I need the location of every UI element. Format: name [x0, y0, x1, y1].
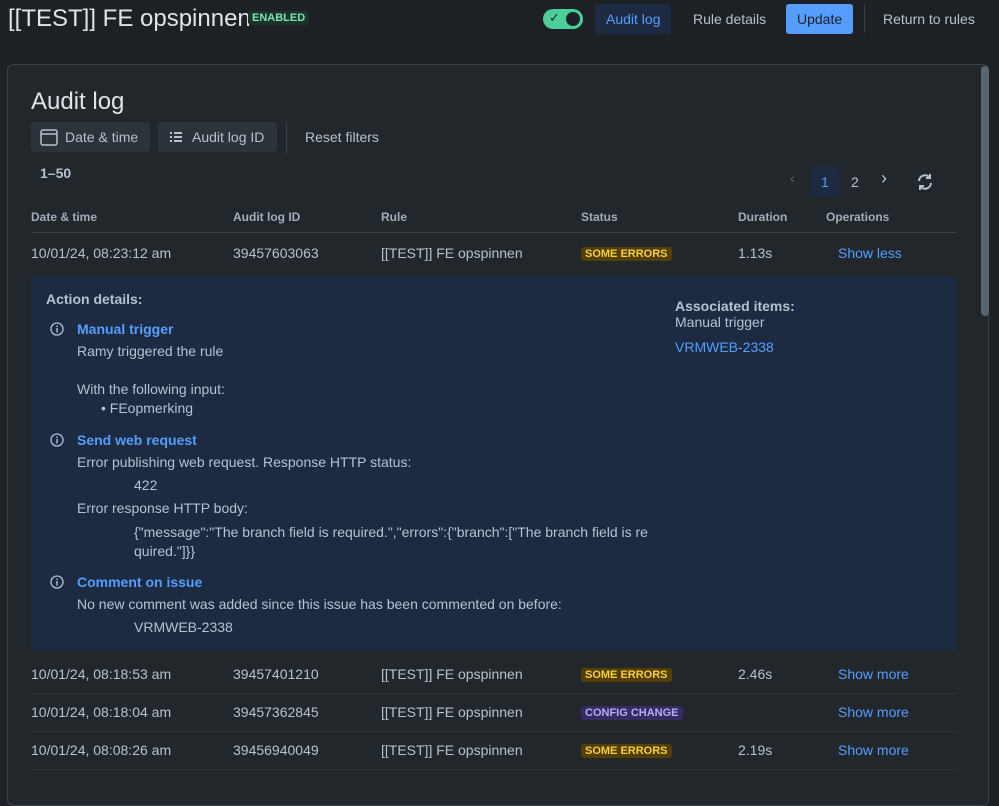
cell-id: 39457603063: [233, 245, 319, 261]
http-body: {"message":"The branch field is required…: [134, 524, 648, 559]
filter-button[interactable]: Date & time: [31, 122, 150, 152]
action-title[interactable]: Comment on issue: [77, 574, 203, 590]
cell-id: 39457401210: [233, 666, 319, 682]
filter-button[interactable]: Audit log ID: [158, 122, 277, 152]
cell-duration: 2.19s: [738, 742, 773, 758]
toggle-link[interactable]: Show more: [838, 704, 909, 720]
column-header: Rule: [381, 210, 408, 224]
row-rule: [31, 731, 957, 732]
action-title[interactable]: Manual trigger: [77, 321, 174, 337]
panel-title: Audit log: [31, 88, 125, 115]
cell-date: 10/01/24, 08:18:04 am: [31, 704, 172, 720]
tab[interactable]: Rule details: [693, 11, 767, 27]
page: [[TEST]] FE opspinnen ENABLED ✓ Audit lo…: [7, 4, 989, 806]
tab[interactable]: Audit log: [595, 4, 672, 34]
cell-rule: [[TEST]] FE opspinnen: [381, 742, 523, 758]
status-badge: SOME ERRORS: [581, 744, 672, 758]
cell-id: 39456940049: [233, 742, 319, 758]
cell-rule: [[TEST]] FE opspinnen: [381, 245, 523, 261]
action-title[interactable]: Send web request: [77, 432, 197, 448]
cell-date: 10/01/24, 08:23:12 am: [31, 245, 172, 261]
cell-duration: 1.13s: [738, 245, 773, 261]
column-header: Date & time: [31, 210, 98, 224]
toggle[interactable]: ✓: [543, 9, 583, 29]
cell-rule: [[TEST]] FE opspinnen: [381, 704, 523, 720]
filter-label: Date & time: [65, 129, 139, 145]
status-badge: ENABLED: [248, 11, 310, 25]
toggle-link[interactable]: Show more: [838, 666, 909, 682]
filter-label: Audit log ID: [192, 129, 265, 145]
prev-page[interactable]: ‹: [790, 170, 795, 186]
reset-button[interactable]: Reset filters: [305, 129, 379, 145]
http-status: 422: [134, 477, 158, 493]
action-text: No new comment was added since this issu…: [77, 596, 562, 612]
cell-rule: [[TEST]] FE opspinnen: [381, 666, 523, 682]
associated-title: Associated items:: [675, 298, 795, 314]
cell-duration: 2.46s: [738, 666, 773, 682]
cell-date: 10/01/24, 08:18:53 am: [31, 666, 172, 682]
cell-date: 10/01/24, 08:08:26 am: [31, 742, 172, 758]
action-text: Error publishing web request. Response H…: [77, 454, 412, 470]
cell-id: 39457362845: [233, 704, 319, 720]
action-text: With the following input:: [77, 381, 225, 397]
associated-type: Manual trigger: [675, 314, 765, 330]
update-button[interactable]: Update: [786, 4, 854, 34]
toggle-link[interactable]: Show less: [838, 245, 902, 261]
column-header: Operations: [826, 210, 890, 224]
input-item: • FEopmerking: [101, 400, 194, 416]
row-rule: [31, 693, 957, 694]
input-text: FEopmerking: [109, 400, 194, 416]
status-badge: SOME ERRORS: [581, 668, 672, 682]
scrollbar[interactable]: [981, 66, 989, 316]
details-box: [31, 276, 957, 650]
info-icon: [50, 575, 64, 589]
associated-link[interactable]: VRMWEB-2338: [675, 339, 774, 355]
page-button[interactable]: 2: [851, 174, 859, 190]
range: 1–50: [40, 165, 72, 181]
status-badge: CONFIG CHANGE: [581, 706, 683, 720]
divider: [864, 5, 865, 33]
column-header: Audit log ID: [233, 210, 301, 224]
toggle-link[interactable]: Show more: [838, 742, 909, 758]
info-icon: [50, 433, 64, 447]
details-title: Action details:: [46, 291, 143, 307]
issue-key: VRMWEB-2338: [134, 619, 233, 635]
row-rule: [31, 769, 957, 770]
action-text: Ramy triggered the rule: [77, 343, 224, 359]
header-rule: [31, 232, 957, 233]
column-header: Duration: [738, 210, 788, 224]
refresh-icon[interactable]: [915, 172, 935, 192]
page-button[interactable]: 1: [811, 167, 839, 197]
return-button[interactable]: Return to rules: [883, 11, 975, 27]
status-badge: SOME ERRORS: [581, 247, 672, 261]
next-page[interactable]: ›: [881, 168, 887, 188]
info-icon: [50, 322, 64, 336]
divider: [286, 122, 287, 153]
column-header: Status: [581, 210, 618, 224]
action-text: Error response HTTP body:: [77, 500, 248, 516]
rule-title: [[TEST]] FE opspinnen: [8, 5, 251, 32]
